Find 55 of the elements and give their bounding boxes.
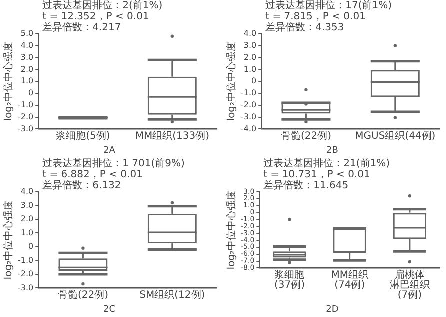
y-tick-label: 2.0 [20, 214, 34, 224]
text: 2C [103, 304, 116, 315]
y-tick-label: -1.0 [18, 256, 34, 265]
y-tick-label: 2.0 [20, 64, 34, 74]
y-axis-title: log₂中位中心强度 [2, 42, 15, 122]
text: 差异倍数：11.645 [264, 180, 349, 192]
x-tick-label: 浆细胞(37例) [274, 268, 306, 291]
x-tick-label: 浆细胞(5例) [56, 130, 110, 142]
y-axis-title: log₂中位中心强度 [2, 200, 15, 280]
text: 过表达基因排位：17(前1%) [266, 0, 392, 12]
text: t = 10.731，P < 0.01 [264, 170, 370, 181]
y-tick-label: 0 [28, 88, 34, 98]
text: t = 12.352，P < 0.01 [42, 12, 150, 23]
y-tick-label: 3.0 [244, 40, 257, 50]
y-tick-label: 2.0 [244, 52, 257, 62]
text: t = 6.882，P < 0.01 [42, 170, 143, 181]
text: 过表达基因排位：2(前1%) [42, 0, 163, 12]
text: 差异倍数：4.217 [42, 22, 122, 34]
y-tick-label: 1.0 [20, 76, 34, 86]
y-tick-label: -2.0 [18, 270, 34, 279]
y-tick-label: -3.0 [18, 124, 34, 134]
text: 过表达基因排位：21(前1%) [264, 158, 390, 170]
y-tick-label: 4.0 [20, 187, 34, 196]
y-tick-label: -1.0 [241, 88, 257, 98]
y-tick-label: 4.0 [20, 40, 34, 50]
y-axis-title: log₂中位中心强度 [226, 190, 238, 270]
x-tick-label: 骨髓(22例) [280, 130, 332, 142]
text: 2B [326, 146, 338, 156]
x-tick-label: MM组织(133例) [135, 130, 210, 142]
x-tick-label: 扁桃体淋巴组织(7例) [390, 268, 430, 301]
y-tick-label: -3.0 [241, 112, 257, 122]
text: 2D [326, 304, 339, 315]
y-tick-label: -2.0 [241, 100, 257, 110]
text: 2A [104, 146, 116, 156]
y-tick-label: 1.0 [244, 64, 257, 74]
y-tick-label: 3.0 [20, 200, 34, 210]
text: 过表达基因排位：1 701(前9%) [42, 158, 186, 170]
x-tick-label: 骨髓(22例) [58, 288, 109, 301]
x-tick-label: MM组织(74例) [331, 268, 368, 291]
y-tick-label: 0 [28, 242, 34, 252]
y-tick-label: -4.0 [241, 124, 257, 134]
y-tick-label: 1.0 [20, 228, 34, 238]
y-tick-label: -1.0 [18, 100, 34, 110]
y-tick-label: -2.0 [18, 112, 34, 122]
text: t = 7.815，P < 0.01 [266, 12, 366, 23]
y-tick-label: 4.0 [244, 29, 257, 38]
y-axis-title: log₂中位中心强度 [226, 42, 238, 122]
x-tick-label: SM组织(12例) [140, 288, 206, 301]
y-tick-label: 3.0 [20, 52, 34, 62]
text: 差异倍数：4.353 [266, 22, 344, 34]
y-tick-label: 0 [252, 76, 257, 86]
text: 差异倍数：6.132 [42, 180, 122, 192]
x-tick-label: MGUS组织(44例) [355, 130, 436, 142]
y-tick-label: 5.0 [20, 29, 34, 38]
y-tick-label: -3.0 [18, 283, 34, 292]
